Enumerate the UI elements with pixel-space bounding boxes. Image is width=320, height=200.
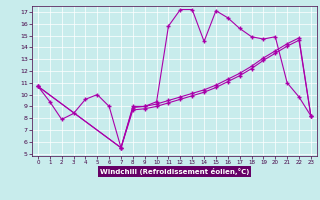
- X-axis label: Windchill (Refroidissement éolien,°C): Windchill (Refroidissement éolien,°C): [100, 168, 249, 175]
